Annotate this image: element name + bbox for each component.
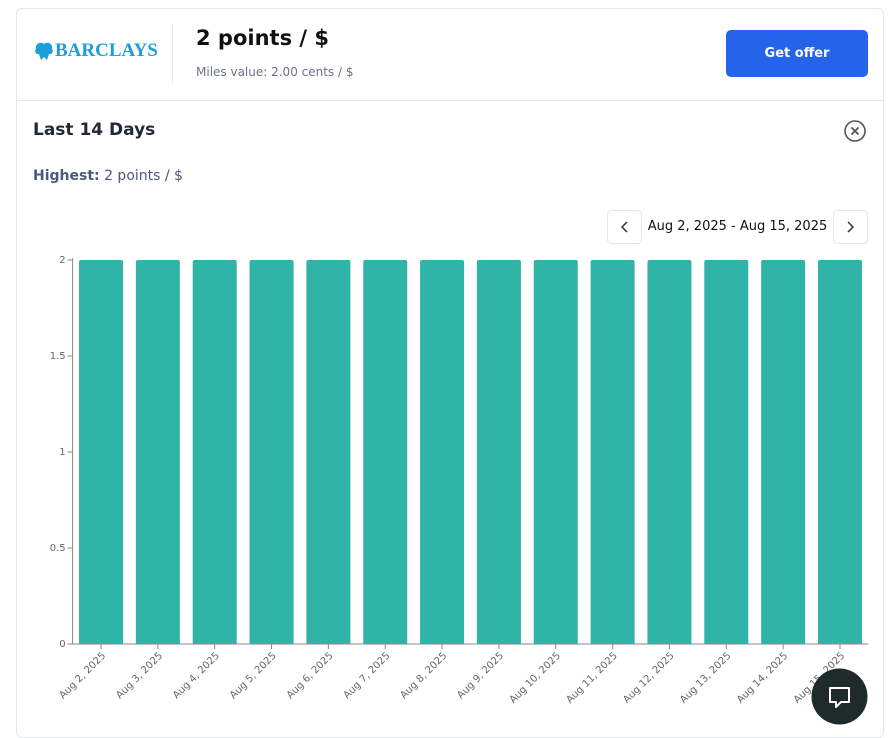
next-button[interactable] (833, 210, 868, 244)
offer-subtitle: Miles value: 2.00 cents / $ (196, 65, 354, 79)
divider (172, 24, 173, 84)
bar (761, 260, 806, 644)
offer-title: 2 points / $ (196, 26, 329, 50)
x-tick-label: Aug 3, 2025 (114, 650, 165, 701)
x-tick-label: Aug 2, 2025 (57, 650, 108, 701)
bar (363, 260, 408, 644)
x-tick-label: Aug 7, 2025 (342, 650, 393, 701)
bar (590, 260, 635, 644)
x-tick-label: Aug 5, 2025 (228, 650, 279, 701)
y-tick-label: 1.5 (50, 351, 66, 362)
x-tick-label: Aug 12, 2025 (621, 650, 676, 705)
logo-text: BARCLAYS (55, 40, 158, 61)
chat-button[interactable] (811, 668, 868, 725)
x-tick-label: Aug 8, 2025 (398, 650, 449, 701)
bar (79, 260, 124, 644)
bar (420, 260, 465, 644)
bar (192, 260, 237, 644)
bar (647, 260, 692, 644)
date-range: Aug 2, 2025 - Aug 15, 2025 (647, 219, 828, 234)
y-tick-label: 1 (59, 447, 65, 458)
header-border (17, 100, 883, 101)
bar (704, 260, 749, 644)
close-button[interactable] (843, 119, 867, 143)
x-tick-label: Aug 13, 2025 (678, 650, 733, 705)
bar (306, 260, 351, 644)
get-offer-button[interactable]: Get offer (726, 30, 868, 77)
bar (135, 260, 180, 644)
bar (476, 260, 521, 644)
y-tick-label: 0 (59, 639, 65, 650)
x-tick-label: Aug 9, 2025 (455, 650, 506, 701)
highest-value: 2 points / $ (104, 168, 183, 184)
panel-title: Last 14 Days (33, 120, 156, 140)
x-tick-label: Aug 10, 2025 (508, 650, 563, 705)
logo-icon (35, 42, 53, 60)
bar (249, 260, 294, 644)
y-tick-label: 2 (59, 255, 65, 266)
bar (817, 260, 862, 644)
highest-label: Highest: (33, 168, 100, 184)
bar (533, 260, 578, 644)
x-tick-label: Aug 6, 2025 (285, 650, 336, 701)
prev-button[interactable] (607, 210, 642, 244)
highest-row: Highest: 2 points / $ (33, 168, 183, 184)
x-tick-label: Aug 14, 2025 (735, 650, 790, 705)
y-tick-label: 0.5 (50, 543, 66, 554)
x-tick-label: Aug 11, 2025 (565, 650, 620, 705)
x-tick-label: Aug 4, 2025 (171, 650, 222, 701)
